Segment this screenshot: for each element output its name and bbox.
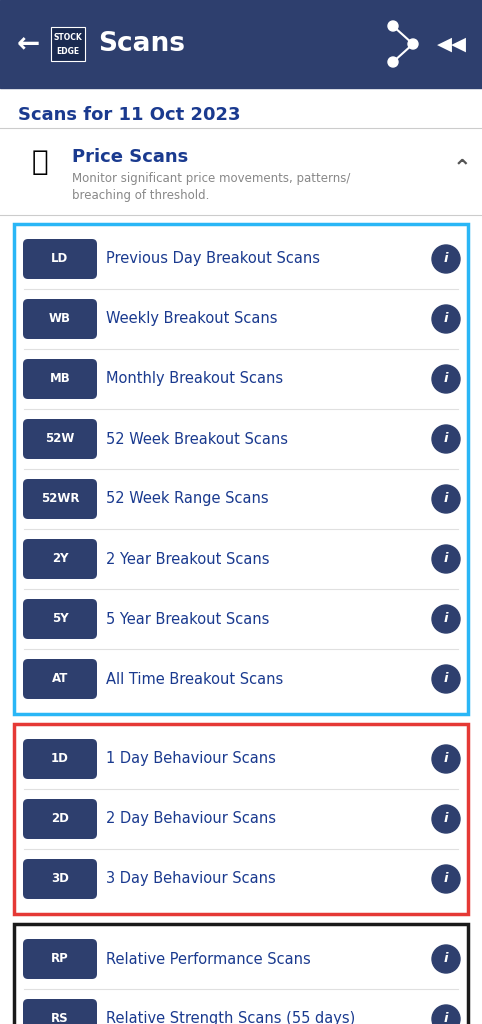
Bar [0,0,482,88]
Text: 2Y: 2Y [52,553,68,565]
Text: 52W: 52W [45,432,75,445]
Text: LD: LD [52,253,68,265]
Text: AT: AT [52,673,68,685]
Text: i: i [444,373,448,385]
Text: 2D: 2D [51,812,69,825]
FancyBboxPatch shape [14,224,468,714]
Circle shape [432,545,460,573]
Text: i: i [444,673,448,685]
FancyBboxPatch shape [51,27,85,61]
Text: 5Y: 5Y [52,612,68,626]
Text: Previous Day Breakout Scans: Previous Day Breakout Scans [106,252,320,266]
Text: i: i [444,952,448,966]
FancyBboxPatch shape [23,659,97,699]
FancyBboxPatch shape [23,359,97,399]
Text: i: i [444,253,448,265]
FancyBboxPatch shape [23,539,97,579]
Text: ◀◀: ◀◀ [437,35,467,53]
FancyBboxPatch shape [14,724,468,914]
Text: 3 Day Behaviour Scans: 3 Day Behaviour Scans [106,871,276,887]
Circle shape [432,305,460,333]
Text: i: i [444,493,448,506]
Text: Weekly Breakout Scans: Weekly Breakout Scans [106,311,278,327]
Text: 2 Year Breakout Scans: 2 Year Breakout Scans [106,552,269,566]
Circle shape [432,605,460,633]
Text: All Time Breakout Scans: All Time Breakout Scans [106,672,283,686]
Text: Monitor significant price movements, patterns/
breaching of threshold.: Monitor significant price movements, pat… [72,172,350,202]
FancyBboxPatch shape [23,239,97,279]
Text: STOCK: STOCK [54,34,82,43]
Text: i: i [444,753,448,766]
FancyBboxPatch shape [23,599,97,639]
Text: 2 Day Behaviour Scans: 2 Day Behaviour Scans [106,811,276,826]
Circle shape [432,665,460,693]
Text: i: i [444,872,448,886]
Text: Relative Strength Scans (55 days): Relative Strength Scans (55 days) [106,1012,355,1024]
Text: i: i [444,812,448,825]
Text: RS: RS [51,1013,69,1024]
Text: Price Scans: Price Scans [72,148,188,166]
Circle shape [432,1005,460,1024]
Text: 52 Week Breakout Scans: 52 Week Breakout Scans [106,431,288,446]
Text: EDGE: EDGE [56,47,80,56]
Text: i: i [444,432,448,445]
Text: i: i [444,612,448,626]
FancyBboxPatch shape [23,739,97,779]
Text: 52WR: 52WR [41,493,79,506]
Text: Scans for 11 Oct 2023: Scans for 11 Oct 2023 [18,106,241,124]
Circle shape [432,365,460,393]
Circle shape [432,245,460,273]
Text: RP: RP [51,952,69,966]
FancyBboxPatch shape [23,939,97,979]
Text: 5 Year Breakout Scans: 5 Year Breakout Scans [106,611,269,627]
FancyBboxPatch shape [23,999,97,1024]
FancyBboxPatch shape [23,799,97,839]
Circle shape [408,39,418,49]
Circle shape [432,485,460,513]
Text: 1D: 1D [51,753,69,766]
FancyBboxPatch shape [23,419,97,459]
Text: 3D: 3D [51,872,69,886]
Text: Scans: Scans [98,31,185,57]
Circle shape [388,57,398,67]
Text: i: i [444,312,448,326]
Circle shape [388,22,398,31]
Text: ←: ← [16,30,40,58]
Text: ⌃: ⌃ [453,158,471,178]
FancyBboxPatch shape [14,924,468,1024]
FancyBboxPatch shape [23,299,97,339]
Text: i: i [444,1013,448,1024]
Text: 💡: 💡 [32,148,48,176]
Text: 52 Week Range Scans: 52 Week Range Scans [106,492,268,507]
Text: Monthly Breakout Scans: Monthly Breakout Scans [106,372,283,386]
Text: i: i [444,553,448,565]
Text: WB: WB [49,312,71,326]
Circle shape [432,425,460,453]
Circle shape [432,805,460,833]
Circle shape [432,945,460,973]
FancyBboxPatch shape [23,859,97,899]
Circle shape [432,865,460,893]
Text: 1 Day Behaviour Scans: 1 Day Behaviour Scans [106,752,276,767]
Text: Relative Performance Scans: Relative Performance Scans [106,951,311,967]
Text: MB: MB [50,373,70,385]
FancyBboxPatch shape [23,479,97,519]
Circle shape [432,745,460,773]
